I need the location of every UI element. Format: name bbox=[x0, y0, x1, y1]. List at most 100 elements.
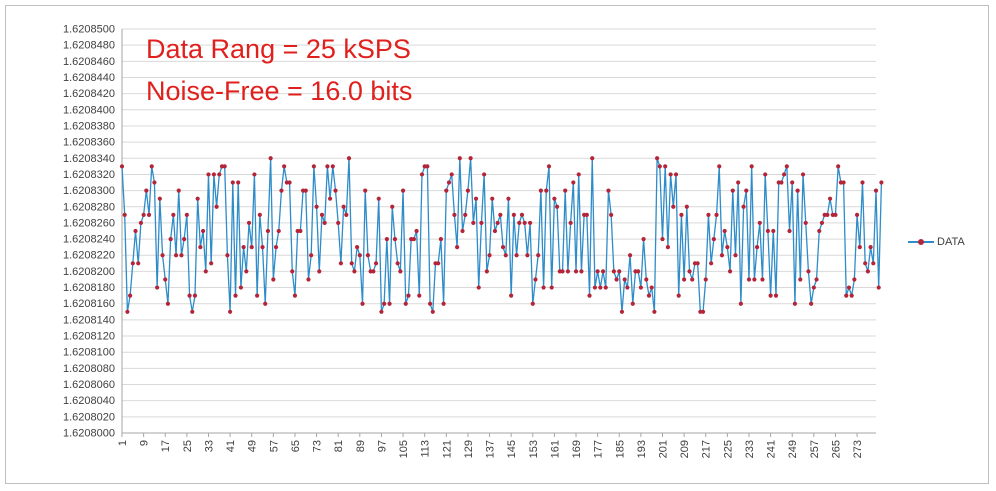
data-point bbox=[184, 212, 189, 217]
y-tick-label: 1.6208180 bbox=[63, 282, 115, 294]
x-tick-label: 105 bbox=[398, 440, 410, 458]
y-tick-label: 1.6208480 bbox=[63, 40, 115, 52]
data-point bbox=[406, 293, 411, 298]
data-point bbox=[571, 180, 576, 185]
y-tick-label: 1.6208080 bbox=[63, 363, 115, 375]
data-point bbox=[506, 196, 511, 201]
data-point bbox=[414, 228, 419, 234]
y-tick-label: 1.6208240 bbox=[63, 234, 115, 246]
data-point bbox=[576, 172, 581, 177]
data-point bbox=[330, 164, 335, 169]
data-point bbox=[749, 164, 754, 169]
data-point bbox=[430, 309, 435, 314]
data-point bbox=[876, 285, 881, 290]
data-point bbox=[541, 285, 546, 290]
x-tick-label: 217 bbox=[701, 440, 713, 458]
data-point bbox=[376, 196, 381, 201]
data-point bbox=[257, 212, 262, 217]
data-point bbox=[800, 172, 806, 177]
data-point bbox=[173, 253, 179, 258]
data-point bbox=[665, 245, 671, 250]
data-point bbox=[360, 301, 365, 306]
data-point bbox=[636, 269, 641, 274]
data-point bbox=[168, 236, 173, 242]
data-point bbox=[533, 277, 538, 282]
y-axis-tick-labels: 1.6208500 1.6208480 1.6208460 1.6208440 1.62… bbox=[63, 24, 115, 440]
data-point bbox=[563, 188, 568, 193]
data-point bbox=[292, 293, 298, 298]
data-point bbox=[479, 220, 484, 226]
x-tick-label: 169 bbox=[571, 440, 583, 458]
y-tick-label: 1.6208260 bbox=[63, 217, 115, 229]
data-point bbox=[455, 245, 460, 250]
data-point bbox=[549, 285, 554, 290]
data-point bbox=[463, 212, 468, 217]
data-point bbox=[268, 156, 273, 161]
data-point bbox=[522, 220, 527, 226]
data-point bbox=[836, 164, 841, 169]
data-point bbox=[879, 180, 884, 185]
x-tick-label: 209 bbox=[679, 440, 691, 458]
data-point bbox=[198, 245, 203, 250]
data-point bbox=[854, 212, 860, 217]
data-point bbox=[668, 172, 673, 177]
data-point bbox=[306, 277, 311, 282]
data-point bbox=[157, 196, 162, 201]
data-point bbox=[322, 220, 327, 226]
data-point bbox=[217, 172, 222, 177]
data-point bbox=[241, 245, 246, 250]
data-point bbox=[163, 277, 168, 282]
data-point bbox=[203, 269, 208, 274]
data-point bbox=[530, 301, 535, 306]
data-point bbox=[757, 220, 762, 226]
data-point bbox=[460, 228, 465, 234]
data-point bbox=[873, 188, 879, 193]
y-tick-label: 1.6208040 bbox=[63, 395, 115, 407]
data-point bbox=[441, 301, 446, 306]
data-point bbox=[833, 212, 838, 217]
data-point bbox=[230, 180, 235, 185]
data-point bbox=[214, 204, 219, 209]
data-point bbox=[690, 277, 695, 282]
data-point bbox=[273, 245, 279, 250]
data-point bbox=[457, 156, 462, 161]
data-point bbox=[363, 188, 368, 193]
y-tick-label: 1.6208500 bbox=[63, 24, 115, 36]
data-point bbox=[573, 269, 579, 274]
data-point bbox=[246, 220, 252, 226]
data-point bbox=[619, 309, 625, 314]
data-point bbox=[746, 277, 752, 282]
x-tick-label: 241 bbox=[766, 440, 778, 458]
data-point bbox=[868, 245, 873, 250]
x-tick-label: 273 bbox=[852, 440, 864, 458]
data-point bbox=[587, 293, 592, 298]
data-point bbox=[282, 164, 287, 169]
data-point bbox=[733, 253, 738, 258]
data-point bbox=[841, 180, 846, 185]
data-point bbox=[125, 309, 130, 314]
data-point bbox=[784, 164, 789, 169]
data-point bbox=[646, 293, 652, 298]
data-point bbox=[146, 212, 152, 217]
y-tick-label: 1.6208220 bbox=[63, 250, 115, 262]
data-point bbox=[660, 236, 665, 242]
axes bbox=[121, 29, 876, 437]
data-point bbox=[265, 228, 271, 234]
x-tick-label: 153 bbox=[528, 440, 540, 458]
data-point bbox=[355, 245, 360, 250]
y-tick-label: 1.6208100 bbox=[63, 347, 115, 359]
data-point bbox=[187, 293, 192, 298]
data-point bbox=[403, 301, 408, 306]
data-point bbox=[446, 180, 452, 185]
data-point bbox=[346, 156, 352, 161]
data-point bbox=[492, 228, 498, 234]
x-axis-tick-labels: 1 9 17 25 33 41 49 57 65 73 81 89 97 105 113 121 129 137 1… bbox=[117, 440, 864, 458]
data-point bbox=[695, 261, 700, 266]
data-point bbox=[727, 269, 733, 274]
data-point bbox=[809, 301, 814, 306]
data-point bbox=[606, 188, 611, 193]
data-point bbox=[682, 277, 687, 282]
data-point bbox=[387, 301, 392, 306]
data-point bbox=[565, 269, 571, 274]
